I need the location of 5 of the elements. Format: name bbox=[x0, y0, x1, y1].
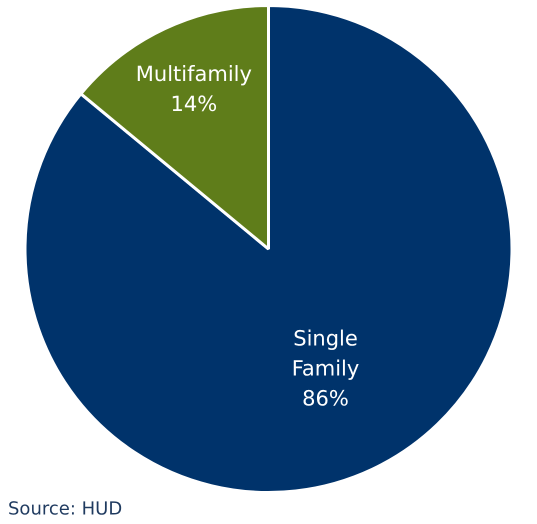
source-note: Source: HUD bbox=[8, 498, 122, 520]
slice-label: Multifamily bbox=[136, 62, 252, 86]
data-label: 86% bbox=[302, 386, 349, 411]
data-label: 14% bbox=[170, 92, 218, 116]
slice-label: Single Family bbox=[292, 326, 360, 381]
